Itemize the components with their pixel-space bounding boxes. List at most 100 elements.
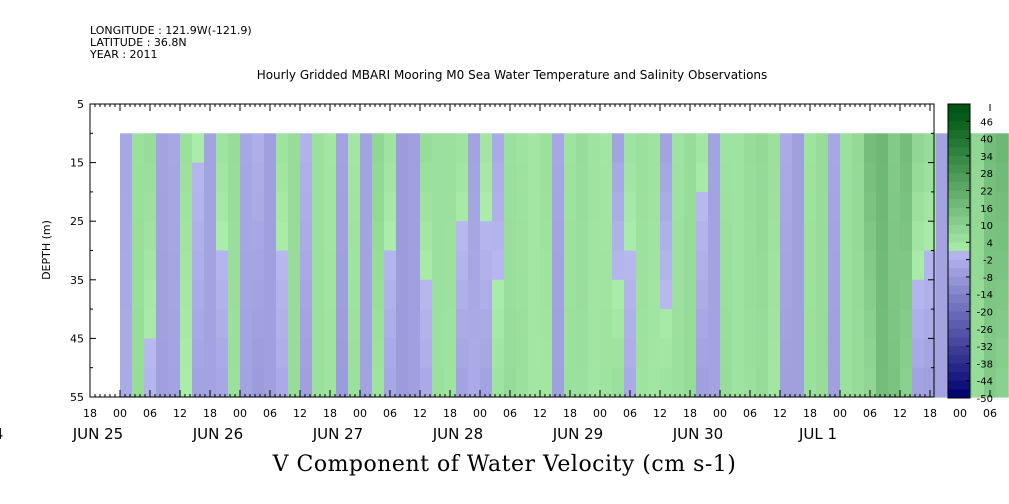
heatmap-cell [288, 250, 301, 281]
heatmap-cell [744, 133, 757, 164]
heatmap-cell [372, 133, 385, 164]
colorbar-swatch [948, 129, 970, 140]
heatmap-cell [972, 279, 985, 310]
heatmap-cell [540, 191, 553, 222]
x-tick-label: 18 [803, 407, 817, 420]
heatmap-cell [528, 221, 541, 252]
heatmap-cell [924, 250, 937, 281]
heatmap-cell [552, 279, 565, 310]
heatmap-cell [120, 133, 133, 164]
heatmap-cell [780, 279, 793, 310]
heatmap-cell [168, 133, 181, 164]
heatmap-cell [288, 309, 301, 339]
heatmap-cell [756, 162, 769, 193]
colorbar-swatch [948, 276, 970, 287]
heatmap-cell [432, 191, 445, 222]
heatmap-cell [372, 250, 385, 281]
heatmap-cell [360, 279, 373, 310]
heatmap-cell [600, 279, 613, 310]
heatmap-cell [996, 338, 1009, 369]
heatmap-cell [816, 250, 829, 281]
heatmap-cell [408, 338, 421, 369]
colorbar-swatch [948, 380, 970, 390]
heatmap-cell [672, 191, 685, 222]
heatmap-cell [852, 338, 865, 369]
heatmap-cell [984, 133, 997, 164]
heatmap-cell [216, 279, 229, 310]
heatmap-cell [540, 221, 553, 252]
heatmap-cell [216, 250, 229, 281]
heatmap-cell [528, 162, 541, 193]
colorbar-swatch [948, 112, 970, 122]
heatmap-cell [564, 133, 577, 164]
heatmap-cell [480, 191, 493, 222]
heatmap-cell [156, 309, 169, 339]
heatmap-cell [696, 221, 709, 252]
colorbar-swatch [948, 138, 970, 148]
heatmap-cell [144, 309, 157, 339]
heatmap-cell [564, 221, 577, 252]
heatmap-cell [612, 221, 625, 252]
x-tick-label: 18 [323, 407, 337, 420]
heatmap-cell [408, 221, 421, 252]
heatmap-cell [612, 279, 625, 310]
heatmap-cell [828, 221, 841, 252]
heatmap-cell [420, 250, 433, 281]
heatmap-cell [984, 250, 997, 281]
heatmap-cell [264, 309, 277, 339]
heatmap-cell [132, 367, 145, 398]
heatmap-cell [600, 221, 613, 252]
heatmap-cell [132, 133, 145, 164]
heatmap-cell [528, 338, 541, 369]
heatmap-cell [576, 191, 589, 222]
heatmap-cell [684, 367, 697, 398]
heatmap-cell [876, 133, 889, 164]
heatmap-cell [768, 162, 781, 193]
heatmap-cell [888, 279, 901, 310]
heatmap-cell [720, 162, 733, 193]
heatmap-cell [480, 338, 493, 369]
heatmap-cell [492, 221, 505, 252]
heatmap-cell [192, 250, 205, 281]
heatmap-cell [624, 279, 637, 310]
heatmap-cell [576, 309, 589, 339]
heatmap-cell [156, 191, 169, 222]
heatmap-cell [144, 191, 157, 222]
heatmap-cell [624, 338, 637, 369]
heatmap-cell [936, 162, 949, 193]
heatmap-cell [732, 367, 745, 398]
heatmap-cell [468, 191, 481, 222]
heatmap-cell [348, 162, 361, 193]
heatmap-cell [300, 250, 313, 281]
x-tick-label: 18 [443, 407, 457, 420]
heatmap-cell [348, 279, 361, 310]
heatmap-cell [540, 338, 553, 369]
heatmap-cell [924, 221, 937, 252]
heatmap-cell [324, 309, 337, 339]
heatmap-cell [588, 191, 601, 222]
heatmap-cell [924, 279, 937, 310]
colorbar-label: 16 [980, 204, 993, 215]
heatmap-cell [852, 133, 865, 164]
heatmap-cell [660, 338, 673, 369]
heatmap-cell [888, 221, 901, 252]
heatmap-cell [804, 338, 817, 369]
heatmap-cell [636, 191, 649, 222]
heatmap-cell [228, 162, 241, 193]
colorbar-swatch [948, 259, 970, 269]
colorbar-label: -26 [977, 325, 993, 336]
heatmap-cell [756, 191, 769, 222]
heatmap-cell [204, 191, 217, 222]
heatmap-cell [900, 191, 913, 222]
colorbar-label: -50 [977, 394, 993, 405]
heatmap-cell [924, 191, 937, 222]
heatmap-cell [192, 309, 205, 339]
heatmap-cell [156, 338, 169, 369]
heatmap-cell [900, 367, 913, 398]
x-tick-label: 00 [953, 407, 967, 420]
heatmap-cell [828, 367, 841, 398]
x-tick-label: 18 [563, 407, 577, 420]
heatmap-cell [996, 162, 1009, 193]
heatmap-cell [252, 133, 265, 164]
heatmap-cell [852, 221, 865, 252]
